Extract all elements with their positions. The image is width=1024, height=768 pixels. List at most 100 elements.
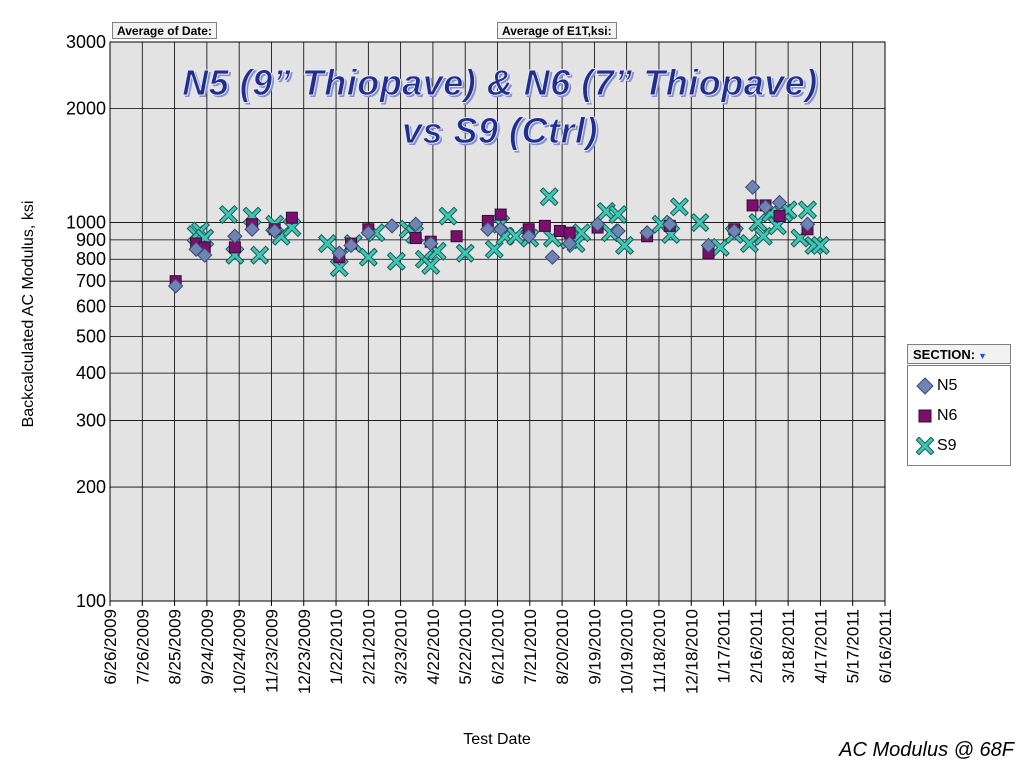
point-n5 — [544, 249, 561, 265]
y-tick-label: 500 — [76, 326, 106, 346]
x-tick-label: 2/16/2011 — [747, 609, 766, 683]
point-s9 — [329, 258, 349, 278]
point-s9 — [739, 234, 759, 254]
x-tick-label: 9/24/2009 — [198, 609, 217, 685]
point-s9 — [710, 237, 730, 257]
point-s9 — [753, 226, 773, 246]
x-tick-label: 9/19/2010 — [585, 609, 604, 685]
y-tick-label: 1000 — [66, 213, 106, 233]
y-tick-label: 300 — [76, 410, 106, 430]
point-s9 — [455, 243, 475, 263]
point-s9 — [484, 239, 504, 259]
y-tick-label: 700 — [76, 271, 106, 291]
point-s9 — [810, 235, 830, 255]
x-tick-label: 4/17/2011 — [811, 609, 830, 683]
point-n6 — [773, 210, 786, 223]
point-s9 — [669, 197, 689, 217]
point-n6 — [450, 230, 463, 243]
x-tick-label: 7/21/2010 — [521, 609, 540, 685]
x-tick-label: 6/26/2009 — [101, 609, 120, 685]
legend-filter-dropdown[interactable]: SECTION: ▼ — [907, 344, 1011, 364]
data-points — [167, 179, 830, 294]
y-tick-label: 100 — [76, 591, 106, 611]
y-tick-label: 800 — [76, 249, 106, 269]
y-tick-label: 900 — [76, 230, 106, 250]
date-field-button[interactable]: Average of Date: — [112, 22, 217, 39]
point-s9 — [317, 234, 337, 254]
point-s9 — [218, 205, 238, 225]
point-s9 — [539, 187, 559, 207]
point-s9 — [358, 247, 378, 267]
x-tick-label: 7/26/2009 — [133, 609, 152, 685]
point-n5 — [227, 228, 243, 244]
point-n5 — [167, 278, 184, 294]
point-n6 — [538, 219, 551, 232]
x-tick-label: 2/21/2010 — [359, 609, 378, 685]
y-tick-label: 2000 — [66, 99, 106, 119]
x-tick-label: 10/19/2010 — [618, 609, 637, 694]
legend-item-n6: N6 — [908, 401, 1010, 431]
point-n5 — [343, 237, 359, 254]
point-s9 — [386, 251, 406, 271]
square-marker-icon — [918, 409, 932, 423]
point-n5 — [662, 216, 678, 232]
x-axis-ticks: 6/26/2009 7/26/2009 8/25/2009 9/24/2009 10/2… — [101, 601, 895, 694]
point-s9 — [438, 206, 458, 226]
point-n5 — [244, 221, 260, 237]
y-tick-label: 200 — [76, 477, 106, 497]
point-n5 — [197, 247, 213, 263]
point-s9 — [421, 255, 441, 276]
point-n5 — [493, 221, 509, 237]
x-tick-label: 1/22/2010 — [327, 609, 346, 685]
x-tick-label: 10/24/2009 — [230, 609, 249, 694]
x-tick-label: 11/23/2009 — [262, 609, 281, 693]
chart-title-line2: vs S9 (Ctrl) — [401, 110, 599, 152]
point-s9 — [506, 226, 526, 246]
legend-item-s9: S9 — [908, 431, 1010, 461]
point-n5 — [589, 216, 606, 232]
point-n5 — [480, 221, 496, 237]
point-n5 — [360, 225, 377, 241]
x-tick-label: 1/17/2011 — [715, 609, 734, 683]
legend-label: N6 — [937, 407, 958, 424]
x-tick-label: 3/23/2010 — [392, 609, 411, 685]
point-n5 — [266, 223, 283, 239]
point-n5 — [407, 216, 424, 232]
diamond-marker-icon — [916, 377, 934, 395]
y-tick-label: 3000 — [66, 32, 106, 52]
legend: SECTION: ▼ N5 N6 S9 — [907, 344, 1011, 466]
footnote: AC Modulus @ 68F — [839, 739, 1014, 761]
point-n5 — [384, 218, 400, 234]
point-n5 — [700, 237, 717, 254]
point-n6 — [409, 232, 422, 245]
y-axis-label: Backcalculated AC Modulus, ksi — [20, 201, 37, 428]
point-s9 — [614, 235, 635, 255]
point-n5 — [726, 223, 743, 239]
legend-item-n5: N5 — [908, 371, 1010, 401]
x-tick-label: 8/25/2009 — [166, 609, 185, 685]
point-n5 — [331, 245, 347, 261]
point-n5 — [423, 235, 439, 252]
point-n5 — [771, 194, 788, 211]
x-marker-icon — [916, 437, 934, 455]
legend-header-label: SECTION: — [913, 347, 976, 362]
point-n5 — [610, 223, 626, 239]
value-field-button[interactable]: Average of E1T,ksi: — [497, 22, 617, 39]
legend-label: N5 — [937, 377, 958, 394]
point-s9 — [608, 205, 628, 225]
x-tick-label: 8/20/2010 — [553, 609, 572, 685]
x-tick-label: 4/22/2010 — [424, 609, 443, 685]
point-n5 — [561, 235, 578, 252]
point-n5 — [757, 199, 774, 215]
point-n5 — [744, 179, 761, 195]
point-n6 — [285, 211, 298, 224]
legend-items: N5 N6 S9 — [907, 365, 1011, 466]
point-n6 — [746, 199, 759, 212]
x-tick-label: 12/23/2009 — [295, 609, 314, 694]
point-s9 — [250, 245, 270, 265]
x-tick-label: 3/18/2011 — [779, 609, 798, 683]
y-tick-label: 600 — [76, 297, 106, 317]
x-tick-label: 6/21/2010 — [489, 609, 508, 685]
